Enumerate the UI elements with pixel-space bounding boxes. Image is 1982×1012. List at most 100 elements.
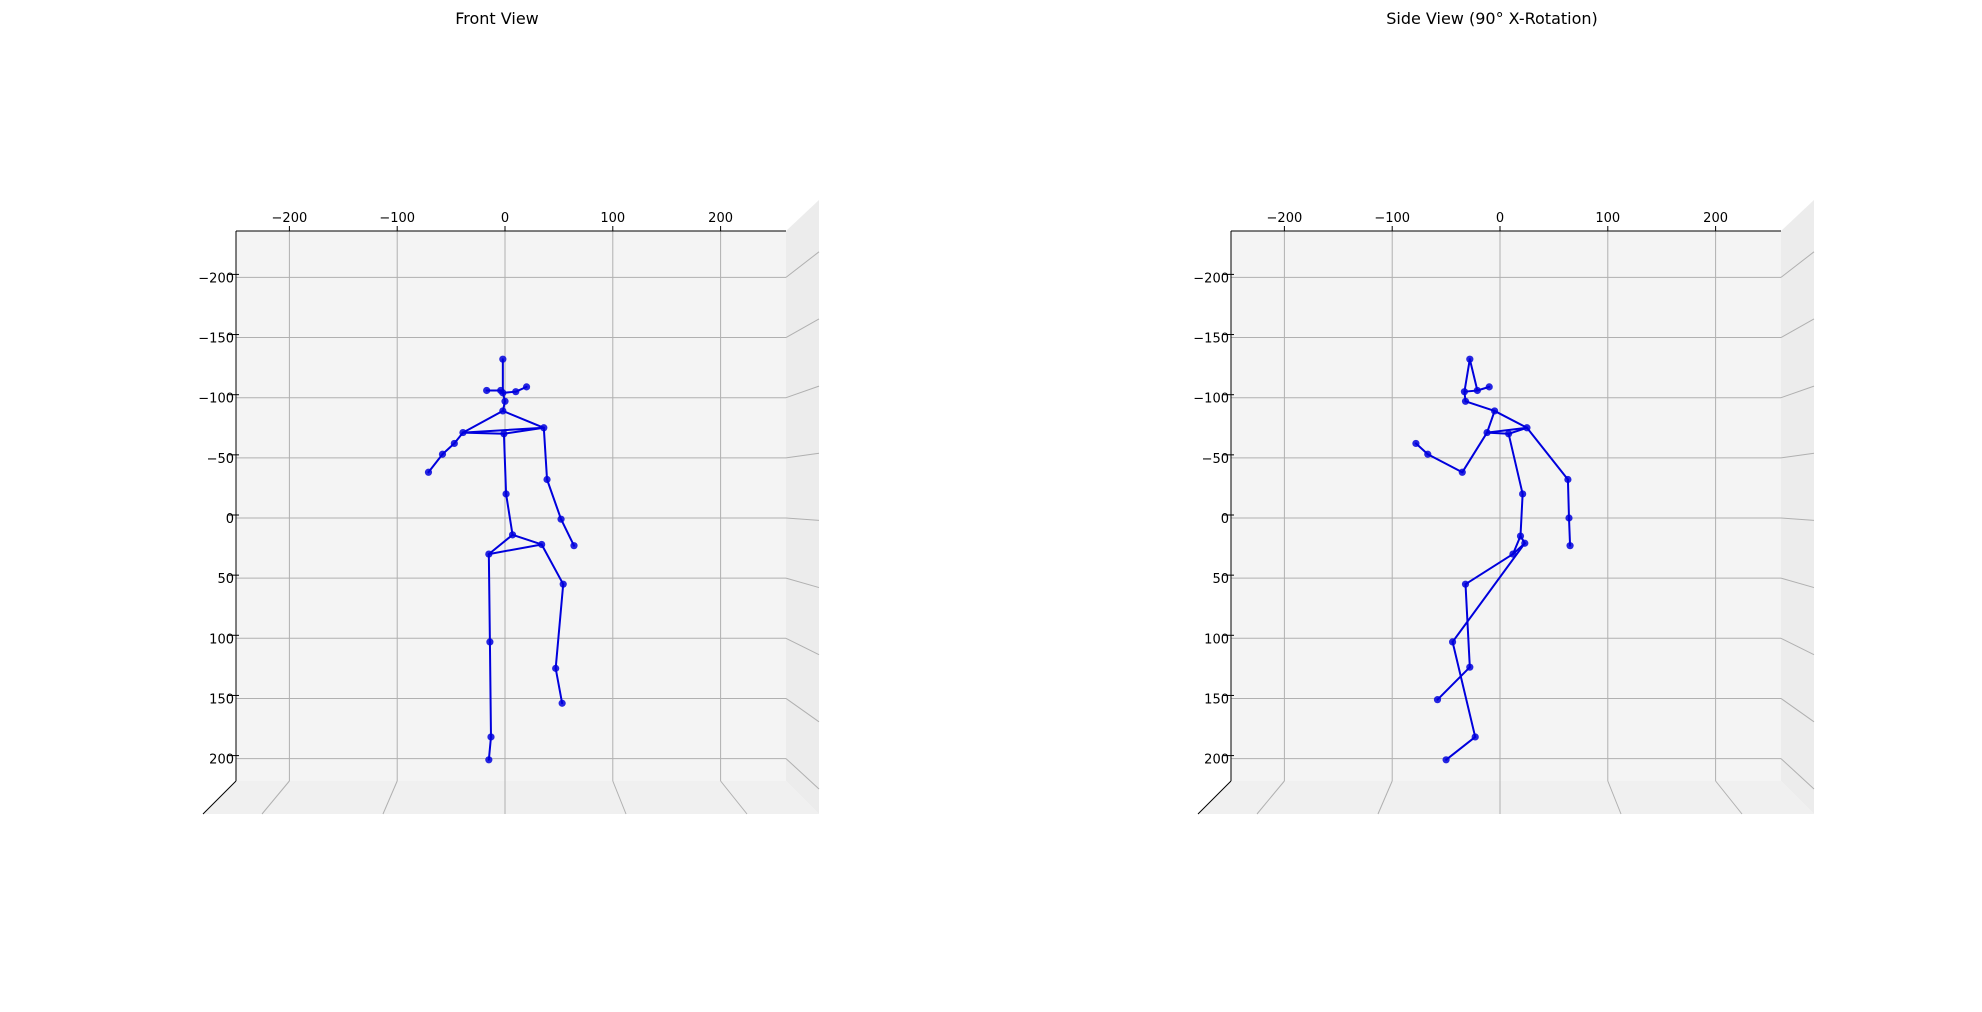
front-bone [501,409,545,429]
front-bone [554,667,564,705]
side-joint-spine [1519,490,1527,498]
front-side-gridline [785,385,820,399]
front-bone [461,431,505,435]
front-bone [487,533,514,556]
front-back-pane [236,231,786,781]
front-joint-eye-right [512,388,520,396]
front-side-pane [786,200,819,814]
front-joint-hip-right [538,540,546,549]
side-bone [1567,517,1572,547]
front-floor-pane [203,781,819,814]
side-back-pane [1231,231,1781,781]
front-joint-pelvis [508,531,517,539]
side-joint-ear-left [1460,388,1469,396]
front-bone [502,426,545,435]
front-bone [502,432,508,495]
side-bone [1445,735,1477,761]
side-side-gridline [1780,637,1815,656]
front-y-tick-label: 200 [209,753,234,768]
side-y-tick-label: −200 [1193,271,1229,286]
side-joint-ankle-right [1471,733,1479,741]
front-floor-gridline [720,780,748,815]
front-joint-chin [501,397,509,405]
front-bone [505,492,514,536]
side-bone [1525,426,1569,481]
side-floor-pane [1198,781,1814,814]
side-bone [1464,400,1496,412]
side-bone [1461,431,1489,474]
side-y-tick-label: −50 [1202,452,1229,467]
side-view-title: Side View (90° X-Rotation) [1386,9,1598,28]
front-floor-gridline [612,780,627,815]
front-bone [540,543,565,586]
side-bone [1519,492,1524,538]
front-joint-spine [502,490,510,498]
side-joint-shoulder-left [1483,428,1491,437]
front-x-tick-label: 200 [708,211,733,226]
front-side-gridline [785,758,820,790]
side-side-gridline [1780,452,1815,459]
front-floor-gridline [261,780,290,815]
front-floor-gridline [382,780,398,815]
front-joint-toe-left [485,756,493,764]
front-x-tick-label: 100 [600,211,625,226]
side-joint-ankle-left [1433,696,1442,704]
side-joint-elbow-left [1458,468,1466,476]
front-joint-shoulder-right [540,424,548,432]
side-x-tick-label: −100 [1374,211,1410,226]
side-joint-wrist-right [1566,542,1574,550]
front-y-tick-label: 0 [226,512,234,527]
front-joint-shoulder-left [459,428,467,437]
side-bone [1507,432,1524,495]
side-y-tick-label: −150 [1193,332,1229,347]
front-bone [487,543,543,556]
side-y-tick-label: 100 [1204,632,1229,647]
side-joint-forearm-left [1424,450,1432,458]
front-bone [511,533,543,546]
side-joint-chest [1505,430,1513,438]
side-bone [1464,553,1514,586]
front-bone [542,426,549,481]
front-x-tick-label: 0 [501,211,509,226]
side-floor-gridline [1715,780,1743,815]
side-joint-shoulder-right [1523,424,1531,432]
side-floor-gridline [1377,780,1393,815]
front-y-tick-label: −50 [207,452,234,467]
side-bone [1493,409,1528,429]
side-y-tick-label: 150 [1204,692,1229,707]
front-y-tick-label: −100 [198,392,234,407]
front-bone [487,553,491,643]
side-y-tick-label: 200 [1204,753,1229,768]
front-joint-wrist-left [424,468,433,476]
front-joint-elbow-right [543,475,551,484]
front-y-tick-label: 150 [209,692,234,707]
side-y-tick-label: −100 [1193,392,1229,407]
front-joint-forearm-right [557,515,565,523]
front-bone [560,518,575,547]
front-side-gridline [785,517,820,521]
front-joint-knee-left [486,638,494,646]
front-joint-ankle-right [558,699,566,707]
side-joint-hip-left [1509,550,1517,558]
side-joint-forearm-right [1565,514,1573,522]
side-joint-head-top [1466,355,1474,363]
side-side-gridline [1780,251,1815,278]
side-z-axis-line [1197,780,1232,815]
front-bone [461,409,504,434]
side-floor-gridline [1607,780,1622,815]
side-side-pane [1781,200,1814,814]
front-x-tick-label: −100 [379,211,415,226]
side-side-gridline [1780,758,1815,790]
front-y-tick-label: −200 [198,271,234,286]
side-bone [1468,358,1479,392]
front-joint-ear-left [483,386,491,395]
side-joint-hip-right [1521,539,1529,547]
front-bone [488,640,492,738]
side-bone [1486,426,1528,434]
front-joint-hip-left [485,550,493,558]
front-bone [546,478,563,521]
front-joint-knee-right [559,580,567,588]
side-side-gridline [1780,318,1815,338]
side-y-tick-label: 0 [1221,512,1229,527]
